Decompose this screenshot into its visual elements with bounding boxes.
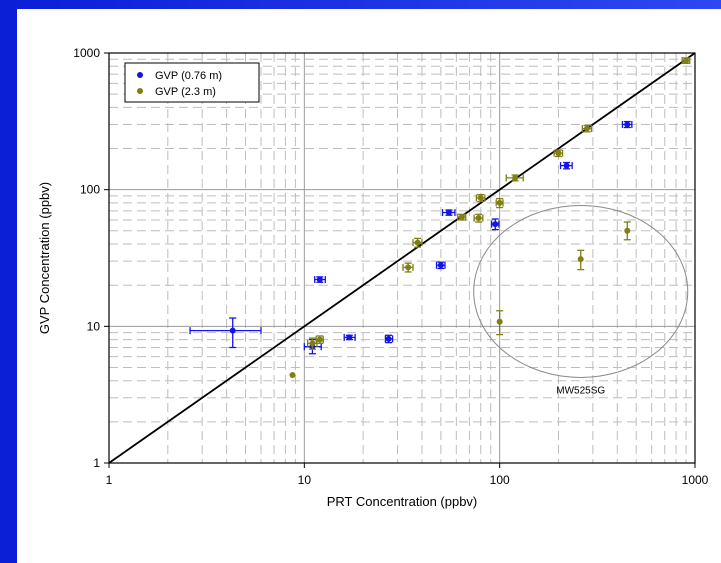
data-point (437, 262, 444, 269)
data-point (584, 125, 591, 132)
outlier-ellipse (473, 204, 689, 378)
data-point (683, 57, 690, 64)
one-to-one-reference-line (108, 52, 696, 464)
axis-ticks (104, 52, 696, 468)
y-tick-label: 10 (87, 319, 101, 333)
data-point (405, 264, 412, 271)
data-point (624, 121, 631, 128)
major-grid (109, 53, 695, 463)
data-point (577, 256, 584, 263)
data-point (563, 162, 570, 169)
legend-label-series-0: GVP (0.76 m) (155, 70, 222, 82)
y-axis-title: GVP Concentration (ppbv) (37, 182, 52, 334)
data-point (477, 194, 484, 201)
data-point (414, 239, 421, 246)
data-point (555, 150, 562, 157)
legend-marker-series-1 (137, 88, 143, 94)
x-tick-label: 1 (106, 473, 113, 487)
data-point (496, 318, 503, 325)
legend-box (124, 62, 260, 103)
y-tick-label: 1 (93, 456, 100, 470)
data-point (229, 327, 236, 334)
x-axis-title: PRT Concentration (ppbv) (327, 494, 478, 509)
data-point (346, 334, 353, 341)
series-0 (189, 120, 633, 355)
one-to-one-line (108, 52, 696, 464)
plot-frame (108, 52, 696, 464)
data-point (385, 335, 392, 342)
legend-label-series-1: GVP (2.3 m) (155, 86, 216, 98)
annotation-label-mw525sg: MW525SG (556, 385, 605, 396)
series-1 (289, 57, 691, 379)
data-point (316, 336, 323, 343)
x-tick-label: 1000 (682, 473, 709, 487)
data-point (445, 209, 452, 216)
data-point (289, 372, 296, 379)
data-point (624, 227, 631, 234)
data-point (496, 199, 503, 206)
annotation-group: MW525SG (473, 204, 689, 396)
y-tick-label: 100 (80, 183, 100, 197)
data-point (309, 340, 316, 347)
x-tick-label: 10 (298, 473, 312, 487)
x-tick-label: 100 (490, 473, 510, 487)
data-point (316, 276, 323, 283)
title-bar-band (0, 0, 721, 9)
data-point (475, 215, 482, 222)
data-point (492, 221, 499, 228)
legend-marker-series-0 (137, 72, 143, 78)
chart-legend: GVP (0.76 m) GVP (2.3 m) (124, 62, 260, 103)
y-tick-label: 1000 (73, 46, 100, 60)
data-point (512, 174, 519, 181)
data-point (458, 214, 465, 221)
axis-tick-labels: 1 10 100 1000 1 10 100 1000 (73, 46, 708, 487)
data-points (189, 57, 691, 379)
minor-grid (109, 53, 695, 463)
